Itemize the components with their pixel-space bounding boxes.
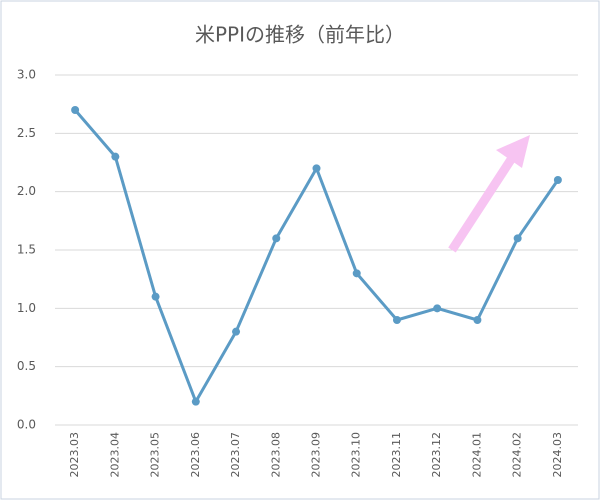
data-point	[433, 304, 442, 313]
x-tick-label: 2024.01	[470, 432, 483, 478]
data-point	[312, 164, 321, 173]
data-point	[71, 106, 80, 114]
y-tick-label: 0.5	[17, 359, 36, 373]
x-tick-label: 2024.03	[551, 432, 564, 478]
data-point	[473, 316, 482, 324]
x-tick-label: 2023.12	[430, 432, 443, 478]
y-tick-label: 3.0	[17, 68, 36, 82]
x-tick-label: 2023.06	[189, 432, 202, 478]
trend-arrow	[448, 135, 530, 253]
y-tick-label: 1.5	[17, 243, 36, 257]
data-point	[111, 152, 120, 161]
x-tick-label: 2023.11	[390, 432, 403, 478]
x-tick-label: 2023.09	[310, 432, 323, 478]
data-point	[392, 316, 401, 324]
data-point	[272, 234, 281, 243]
data-point	[232, 327, 241, 336]
data-point	[513, 234, 522, 243]
arrow-shaft	[448, 155, 516, 253]
data-point	[191, 397, 200, 406]
data-point	[151, 292, 160, 301]
y-tick-label: 1.0	[17, 301, 36, 315]
x-tick-label: 2023.05	[149, 432, 162, 478]
data-point	[352, 269, 361, 278]
chart-title: 米PPIの推移（前年比）	[195, 23, 405, 47]
data-point	[553, 176, 562, 184]
y-tick-label: 2.5	[17, 126, 36, 140]
x-tick-label: 2024.02	[511, 432, 524, 478]
y-tick-label: 0.0	[17, 418, 36, 432]
arrow-head	[496, 135, 530, 168]
x-tick-label: 2023.03	[68, 432, 81, 478]
y-tick-label: 2.0	[17, 184, 36, 198]
x-tick-label: 2023.04	[108, 432, 121, 478]
x-tick-label: 2023.08	[269, 432, 282, 478]
x-tick-label: 2023.10	[350, 432, 363, 478]
x-tick-label: 2023.07	[229, 432, 242, 478]
